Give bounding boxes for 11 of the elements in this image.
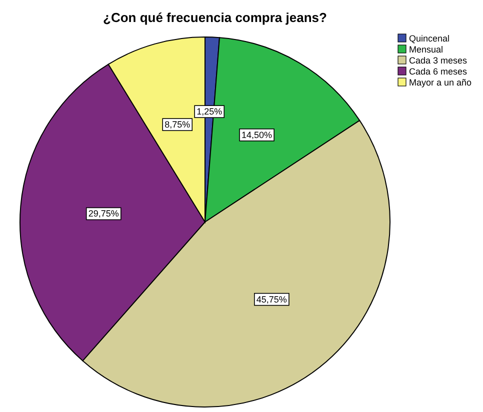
legend-label: Cada 3 meses (409, 56, 468, 66)
legend-label: Cada 6 meses (409, 66, 468, 76)
chart-title: ¿Con qué frecuencia compra jeans? (103, 10, 328, 25)
data-label: 14,50% (242, 130, 272, 140)
data-label: 45,75% (256, 294, 287, 304)
data-label: 1,25% (196, 106, 222, 117)
legend-label: Mensual (409, 44, 444, 54)
legend-label: Quincenal (409, 34, 450, 44)
legend-label: Mayor a un año (409, 78, 472, 88)
data-label: 29,75% (88, 208, 119, 219)
data-label: 8,75% (164, 120, 190, 130)
